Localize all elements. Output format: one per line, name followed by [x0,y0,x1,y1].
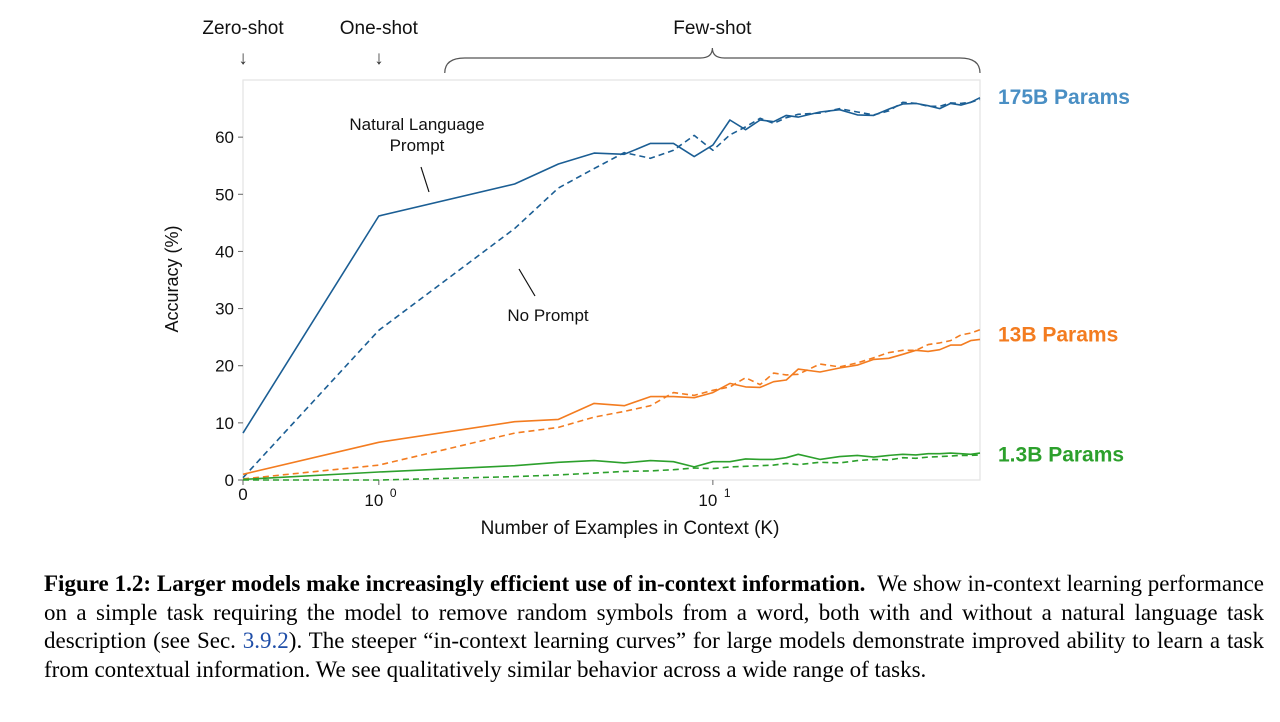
x-tick-label: 10 [698,491,717,510]
series-line-1_3B-none [243,454,981,481]
figure-chart: Zero-shot↓One-shot↓Few-shot 010203040506… [162,18,1130,539]
y-tick-label: 30 [215,300,234,319]
y-tick-label: 0 [225,471,234,490]
annotation-natural-language-prompt: Prompt [390,136,445,155]
model-label-1: 13B Params [998,323,1118,346]
annotation-pointer [420,166,430,193]
y-tick-label: 40 [215,242,234,261]
y-tick-label: 50 [215,185,234,204]
annotation-natural-language-prompt: Natural Language [349,115,484,134]
y-tick-label: 20 [215,357,234,376]
caption-text-1: We show in-context learning performance … [44,571,1265,653]
series-line-175B-natural-language [242,96,981,434]
x-tick-exponent: 0 [390,486,397,500]
x-tick-label: 0 [238,485,247,504]
regime-label-zero-shot: Zero-shot [202,18,284,39]
caption-title: Figure 1.2: Larger models make increasin… [44,571,866,596]
series-line-175B-none [242,98,981,479]
series-layer [242,96,981,481]
x-tick-label: 10 [364,491,383,510]
y-tick-label: 10 [215,414,234,433]
section-reference-link[interactable]: 3.9.2 [242,628,289,653]
x-tick-exponent: 1 [724,486,731,500]
figure-caption: Figure 1.2: Larger models make increasin… [44,570,1264,684]
plot-frame [242,79,981,481]
y-axis-label: Accuracy (%) [162,225,182,332]
annotation-pointer [518,268,536,297]
annotations-layer: Natural Language Prompt No Prompt [349,115,588,325]
annotation-no-prompt: No Prompt [507,306,589,325]
series-line-1_3B-natural-language [242,452,981,481]
few-shot-bracket [444,47,981,74]
series-line-13B-none [242,328,981,480]
model-label-2: 1.3B Params [998,443,1124,466]
x-axis-label: Number of Examples in Context (K) [481,518,780,539]
regime-label-one-shot: One-shot [340,18,419,39]
model-label-0: 175B Params [998,86,1130,109]
regime-label-few-shot: Few-shot [673,18,752,39]
model-labels: 175B Params 13B Params 1.3B Params [998,86,1130,466]
regime-arrow: ↓ [238,48,248,69]
caption-text-2: ). The steeper “in-context learning curv… [44,628,1265,682]
series-line-13B-natural-language [242,338,981,476]
regime-labels: Zero-shot ↓ One-shot ↓ Few-shot [202,18,981,74]
y-tick-label: 60 [215,128,234,147]
x-axis: 0 10 0 10 1 [238,480,731,510]
regime-arrow: ↓ [374,48,384,69]
y-axis: 0 10 20 30 40 50 60 [215,128,243,490]
